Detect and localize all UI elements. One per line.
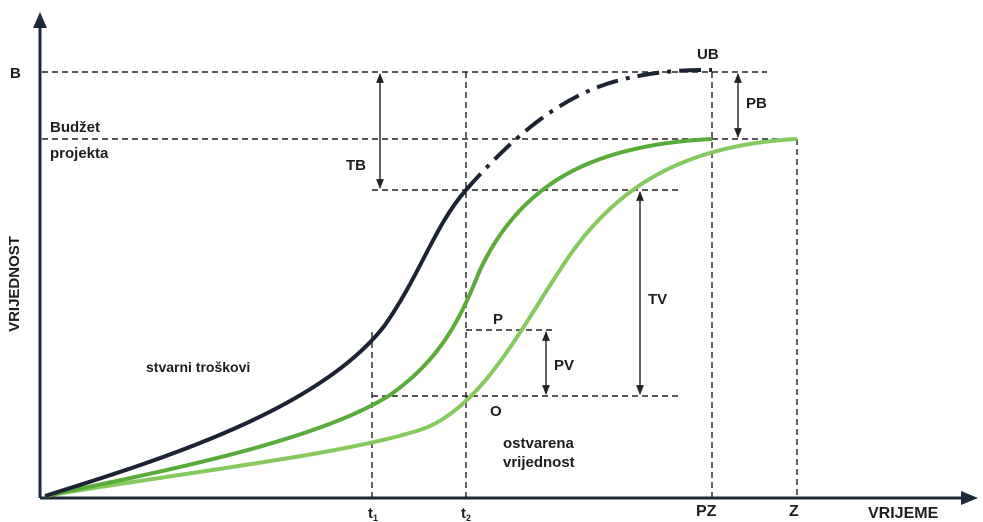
x-axis-label: VRIJEME (868, 505, 939, 522)
tb-label: TB (346, 157, 366, 174)
p-label: P (493, 311, 503, 328)
t2-tick-label: t2 (461, 505, 471, 522)
b-tick-label: B (10, 65, 21, 82)
tv-label: TV (648, 291, 667, 308)
z-tick-label: Z (789, 503, 799, 520)
actual-costs-label: stvarni troškovi (146, 359, 250, 375)
y-axis-arrowhead (33, 12, 47, 28)
earned-value-curve (44, 137, 798, 498)
pb-label: PB (746, 95, 767, 112)
earned-value-label-line1: ostvarena (503, 435, 575, 452)
pz-tick-label: PZ (696, 503, 717, 520)
budget-label-line1: Budžet (50, 119, 100, 136)
projected-cost-curve (464, 68, 713, 192)
actual-cost-curve (44, 188, 468, 498)
ub-label: UB (697, 46, 719, 63)
planned-value-curve (44, 137, 713, 498)
earned-value-label-line2: vrijednost (503, 454, 575, 471)
budget-label-line2: projekta (50, 145, 109, 162)
o-label: O (490, 403, 502, 420)
pv-label: PV (554, 357, 574, 374)
t1-tick-label: t1 (368, 505, 378, 522)
y-axis-label: VRIJEDNOST (6, 236, 23, 332)
x-axis-arrowhead (961, 491, 978, 505)
